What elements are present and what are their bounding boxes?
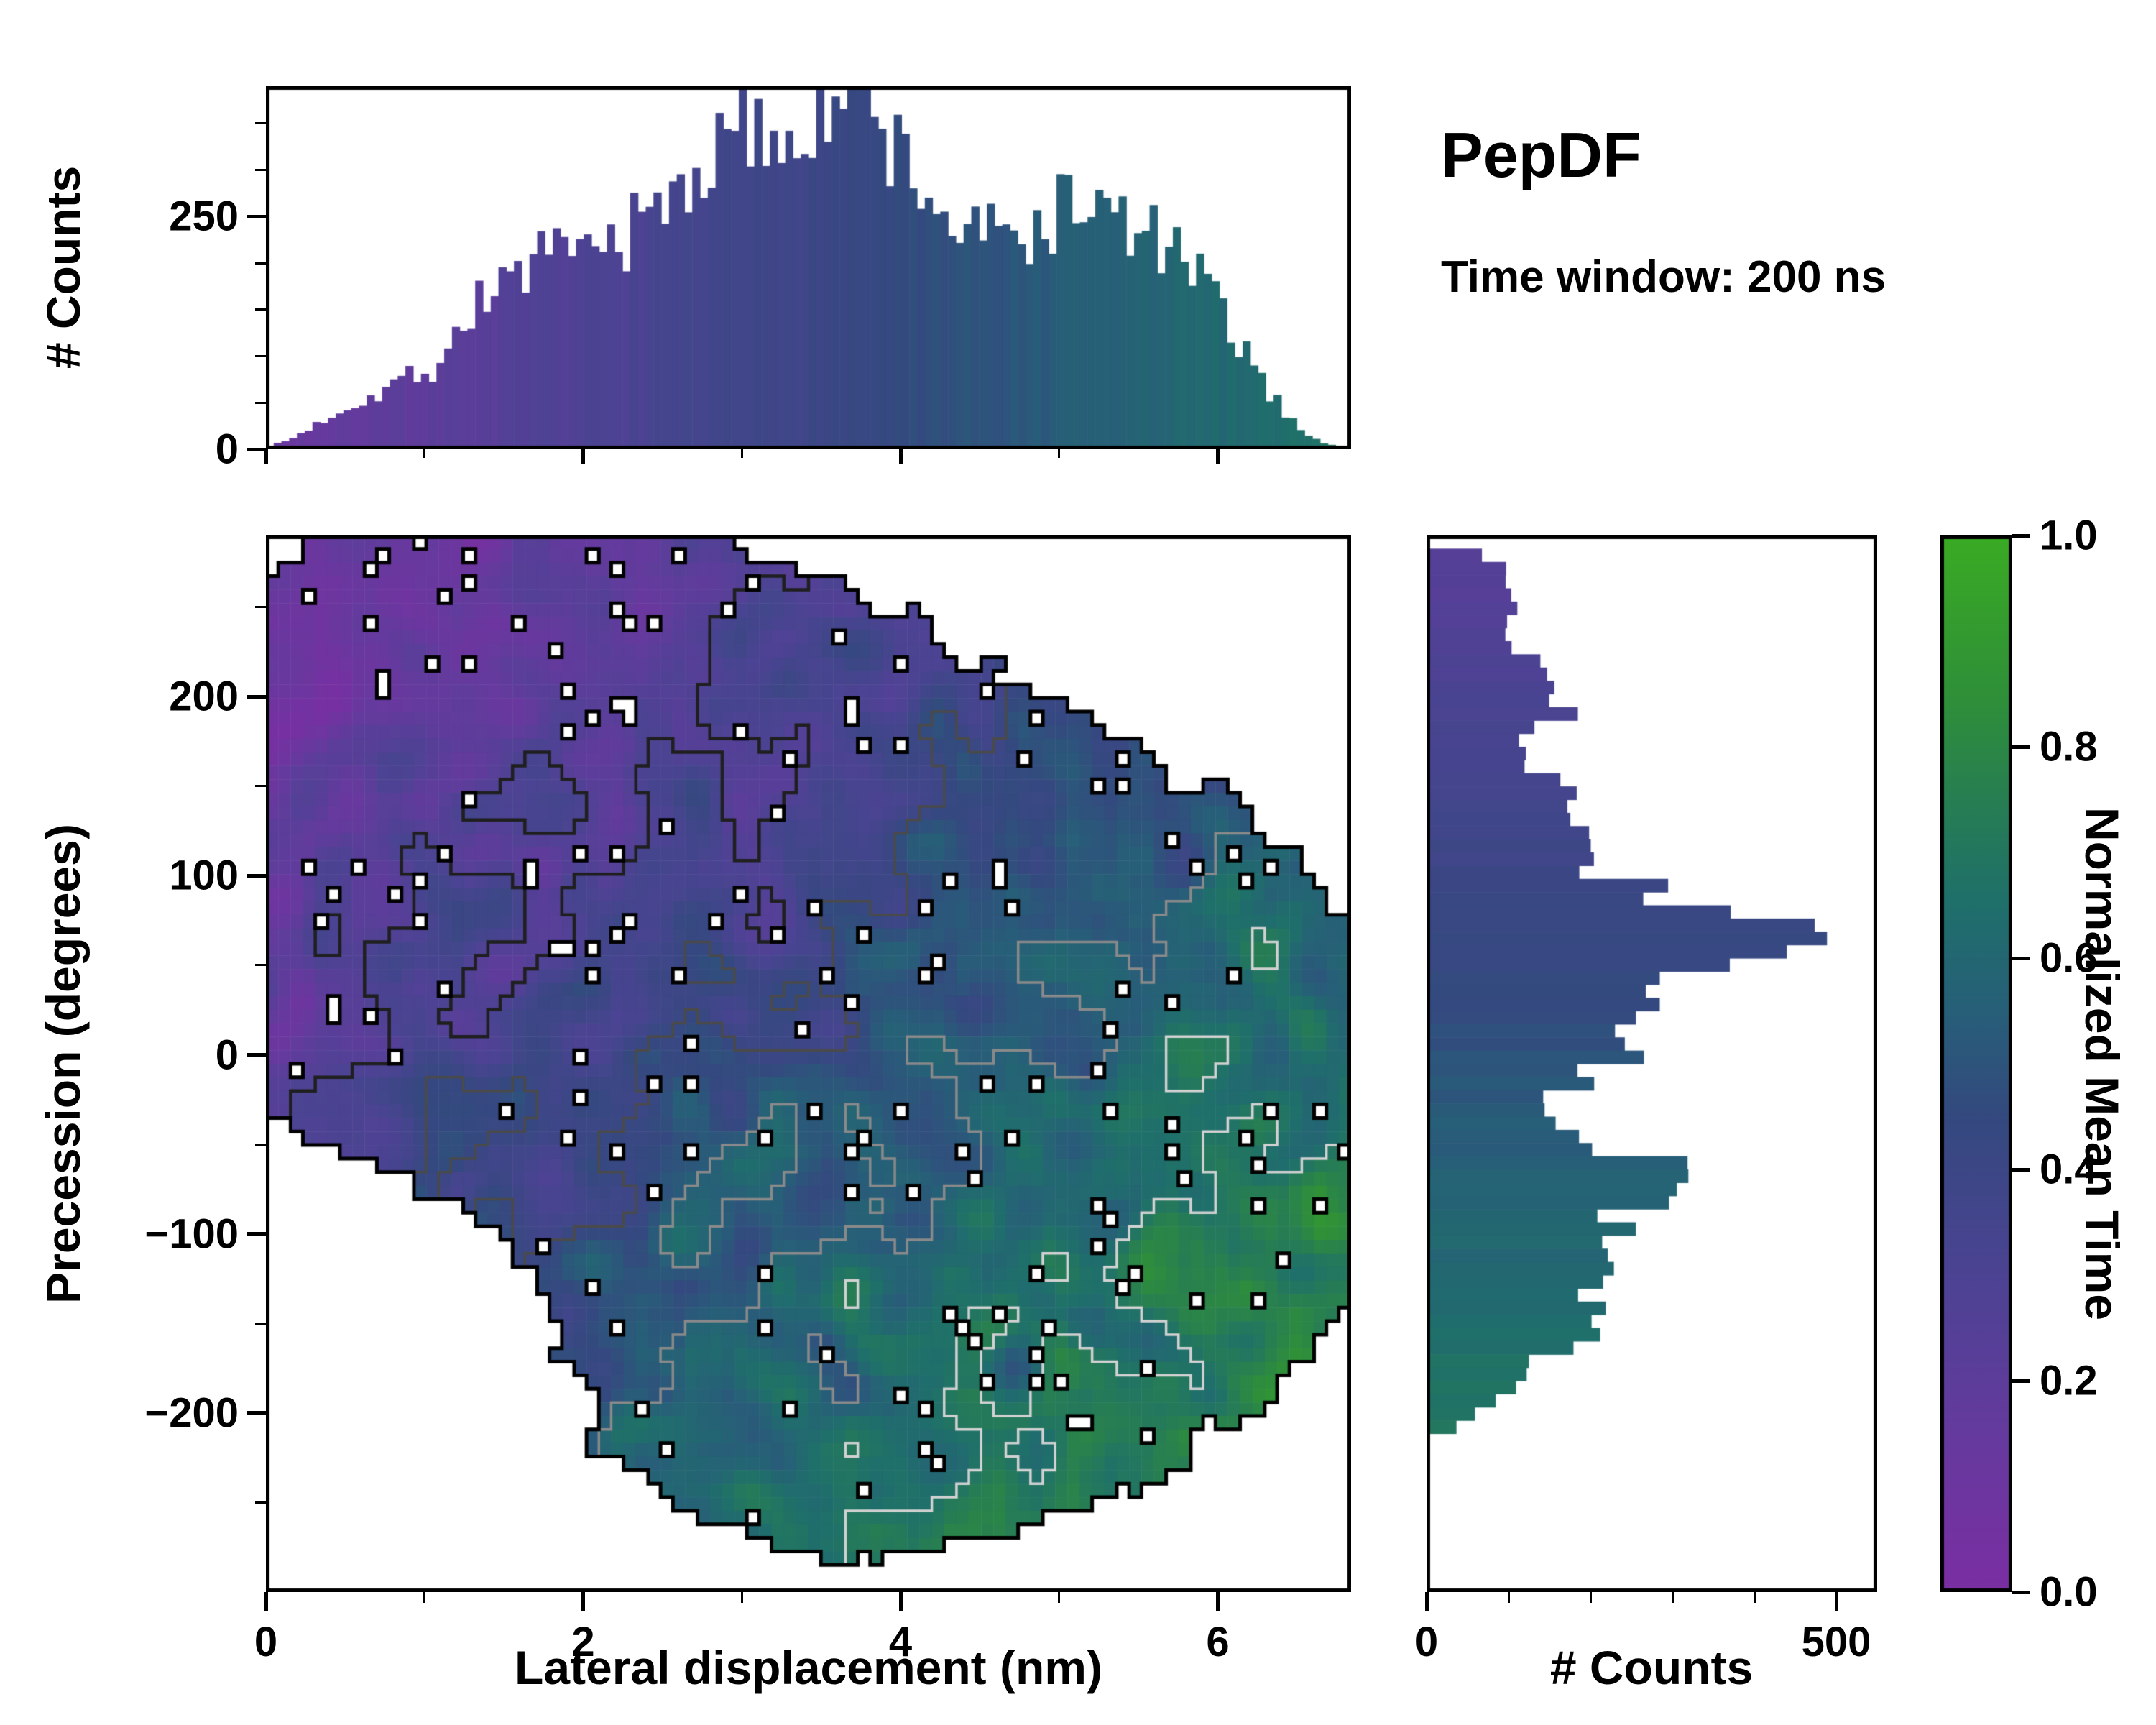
colorbar-tick	[2012, 1590, 2030, 1594]
top-hist-x-minor-tick	[740, 449, 743, 458]
main-x-tick	[898, 1592, 903, 1611]
top-hist-y-minor-tick	[255, 355, 266, 357]
main-y-minor-tick	[255, 785, 266, 788]
main-y-minor-tick	[255, 606, 266, 609]
main-x-tick-label: 0	[254, 1619, 278, 1665]
main-x-tick	[581, 1592, 586, 1611]
colorbar-tick-label: 0.4	[2040, 1146, 2098, 1193]
main-y-minor-tick	[255, 964, 266, 967]
colorbar-tick-label: 0.8	[2040, 723, 2098, 770]
precession-heatmap-canvas	[266, 535, 1351, 1592]
main-y-tick-label: 100	[169, 852, 239, 899]
right-hist-x-minor-tick	[1507, 1592, 1510, 1603]
colorbar-tick-label: 0.0	[2040, 1568, 2098, 1616]
annotation-title: PepDF	[1441, 119, 1641, 190]
lateral-histogram-canvas	[266, 86, 1351, 449]
main-y-tick-label: 200	[169, 673, 239, 720]
right-hist-xlabel: # Counts	[1549, 1641, 1754, 1694]
main-x-tick	[1216, 1592, 1220, 1611]
top-hist-y-minor-tick	[255, 169, 266, 172]
top-hist-x-minor-tick	[1058, 449, 1061, 458]
right-hist-x-tick-label: 500	[1801, 1619, 1871, 1665]
top-hist-y-minor-tick	[255, 122, 266, 125]
main-x-tick-label: 2	[571, 1619, 595, 1665]
main-y-tick	[247, 1232, 266, 1236]
main-x-minor-tick	[740, 1592, 743, 1603]
top-hist-ylabel: # Counts	[37, 165, 90, 369]
main-ylabel: Precession (degrees)	[37, 824, 90, 1304]
top-hist-x-tick	[1216, 449, 1220, 464]
top-hist-y-minor-tick	[255, 262, 266, 264]
main-y-tick	[247, 873, 266, 878]
main-x-minor-tick	[423, 1592, 426, 1603]
top-hist-x-minor-tick	[423, 449, 426, 458]
main-y-tick	[247, 694, 266, 699]
right-hist-x-tick	[1424, 1592, 1429, 1611]
colorbar-label: Normalized Mean Time	[2076, 807, 2129, 1320]
main-x-minor-tick	[1058, 1592, 1061, 1603]
top-hist-x-tick	[264, 449, 268, 464]
top-hist-x-tick	[581, 449, 586, 464]
top-hist-y-tick	[247, 214, 266, 218]
colorbar-tick	[2012, 1379, 2030, 1383]
colorbar-tick	[2012, 1167, 2030, 1172]
top-hist-y-minor-tick	[255, 308, 266, 311]
right-hist-x-minor-tick	[1753, 1592, 1756, 1603]
main-y-tick	[247, 1053, 266, 1057]
main-y-minor-tick	[255, 1501, 266, 1504]
right-hist-x-tick	[1834, 1592, 1838, 1611]
main-y-tick-label: 0	[215, 1031, 239, 1079]
top-hist-y-tick-label: 250	[169, 193, 239, 240]
right-hist-x-minor-tick	[1671, 1592, 1674, 1603]
main-y-tick-label: −100	[144, 1210, 239, 1258]
annotation-subtitle: Time window: 200 ns	[1441, 252, 1886, 302]
main-x-tick-label: 6	[1206, 1619, 1230, 1665]
main-xlabel: Lateral displacement (nm)	[515, 1641, 1102, 1694]
colorbar-tick	[2012, 956, 2030, 960]
colorbar-canvas	[1940, 535, 2012, 1592]
main-y-tick	[247, 1411, 266, 1415]
main-y-minor-tick	[255, 1143, 266, 1146]
colorbar-tick-label: 1.0	[2040, 512, 2098, 559]
colorbar-tick	[2012, 745, 2030, 749]
main-x-tick	[264, 1592, 268, 1611]
main-y-tick-label: −200	[144, 1389, 239, 1437]
top-hist-y-tick-label: 0	[215, 426, 239, 473]
colorbar-tick	[2012, 533, 2030, 538]
main-x-tick-label: 4	[888, 1619, 913, 1665]
right-hist-x-tick-label: 0	[1414, 1619, 1439, 1665]
top-hist-y-tick	[247, 447, 266, 451]
main-y-minor-tick	[255, 1322, 266, 1325]
colorbar-tick-label: 0.6	[2040, 934, 2098, 982]
top-hist-y-minor-tick	[255, 401, 266, 404]
precession-histogram-canvas	[1427, 535, 1877, 1592]
right-hist-x-minor-tick	[1589, 1592, 1592, 1603]
top-hist-x-tick	[898, 449, 903, 464]
colorbar-tick-label: 0.2	[2040, 1357, 2098, 1404]
